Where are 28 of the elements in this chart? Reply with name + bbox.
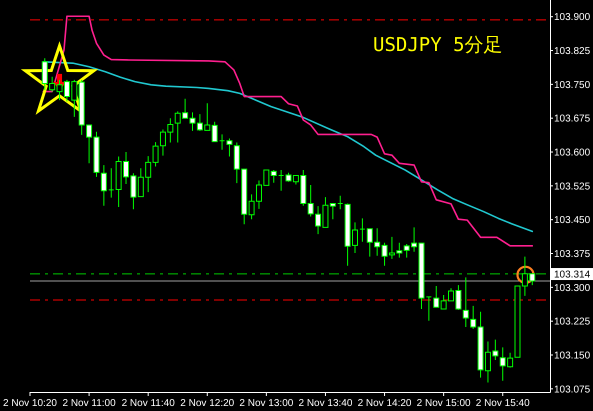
candlestick bbox=[226, 138, 232, 158]
y-tick-label: 103.225 bbox=[554, 316, 591, 328]
y-tick-label: 103.825 bbox=[554, 46, 591, 58]
y-tick-label: 103.150 bbox=[554, 350, 591, 362]
text: USDJPY 5分足 bbox=[373, 34, 503, 56]
ref-line-label: 103.314 bbox=[554, 270, 591, 281]
x-tick-label: 2 Nov 15:40 bbox=[476, 398, 530, 409]
candlestick bbox=[426, 296, 432, 322]
y-tick-label: 103.750 bbox=[554, 80, 591, 91]
x-tick-label: 2 Nov 10:20 bbox=[3, 398, 58, 409]
y-tick-label: 103.450 bbox=[554, 215, 591, 226]
x-tick-label: 2 Nov 13:40 bbox=[298, 398, 353, 409]
y-tick-label: 103.375 bbox=[554, 249, 591, 260]
y-tick-label: 103.300 bbox=[554, 282, 591, 294]
x-tick-label: 2 Nov 12:20 bbox=[180, 398, 235, 409]
x-tick-label: 2 Nov 11:00 bbox=[62, 398, 116, 409]
x-tick-label: 2 Nov 15:00 bbox=[416, 398, 472, 409]
candlestick bbox=[462, 276, 469, 328]
x-tick-label: 2 Nov 11:40 bbox=[122, 398, 176, 409]
y-tick-label: 103.900 bbox=[554, 12, 591, 24]
candlestick bbox=[359, 218, 366, 242]
x-tick-label: 2 Nov 13:00 bbox=[239, 398, 294, 409]
y-tick-label: 103.075 bbox=[554, 384, 591, 396]
y-tick-label: 103.675 bbox=[554, 114, 591, 125]
x-tick-label: 2 Nov 14:20 bbox=[358, 398, 412, 409]
candlestick bbox=[219, 134, 226, 150]
y-tick-label: 103.525 bbox=[554, 181, 591, 192]
y-tick-label: 103.600 bbox=[554, 148, 591, 159]
